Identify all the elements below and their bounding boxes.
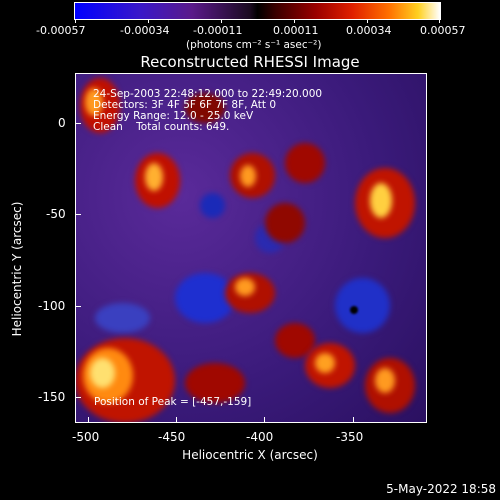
colorbar-units: (photons cm⁻² s⁻¹ asec⁻²)	[186, 39, 322, 51]
image-region	[350, 306, 358, 314]
image-region	[265, 203, 305, 243]
peak-position: Position of Peak = [-457,-159]	[94, 396, 252, 408]
colorbar-gradient	[74, 2, 441, 20]
y-axis-label: Heliocentric Y (arcsec)	[10, 201, 24, 337]
x-tick-label: -450	[158, 430, 186, 444]
observation-time: 24-Sep-2003 22:48:12.000 to 22:49:20.000	[93, 88, 323, 100]
y-tick-label: 0	[58, 116, 66, 130]
colorbar-tick	[148, 19, 149, 23]
image-region	[370, 183, 392, 218]
x-tick-label: -500	[72, 430, 100, 444]
y-tick-label: -150	[38, 390, 66, 404]
rhessi-image	[75, 73, 427, 423]
y-tick-label: -50	[46, 207, 66, 221]
image-region	[85, 88, 103, 116]
colorbar-tick	[75, 19, 76, 23]
image-region	[200, 193, 225, 218]
image-region	[185, 93, 225, 123]
x-tick-label: -350	[336, 430, 364, 444]
x-tick	[264, 417, 265, 423]
image-region	[335, 278, 390, 333]
colorbar-tick-label: -0.00011	[193, 24, 243, 37]
y-tick-label: -100	[38, 299, 66, 313]
energy-range: Energy Range: 12.0 - 25.0 keV	[93, 110, 254, 122]
image-region	[185, 363, 245, 403]
timestamp: 5-May-2022 18:58	[386, 482, 496, 496]
x-tick	[88, 417, 89, 423]
colorbar-tick	[367, 19, 368, 23]
image-region	[95, 303, 150, 333]
y-tick	[75, 123, 81, 124]
plot-title: Reconstructed RHESSI Image	[140, 53, 360, 71]
image-region	[375, 368, 395, 393]
x-tick	[176, 417, 177, 423]
y-tick	[75, 214, 81, 215]
image-region	[145, 163, 163, 191]
image-region	[315, 353, 335, 373]
colorbar-tick-label: 0.00011	[273, 24, 319, 37]
x-axis-label: Heliocentric X (arcsec)	[182, 448, 318, 462]
image-region	[285, 143, 325, 183]
clean-total-counts: Clean Total counts: 649.	[93, 121, 230, 133]
colorbar-tick	[439, 19, 440, 23]
colorbar-tick	[221, 19, 222, 23]
y-tick	[75, 397, 81, 398]
colorbar-tick	[294, 19, 295, 23]
detectors-info: Detectors: 3F 4F 5F 6F 7F 8F, Att 0	[93, 99, 277, 111]
x-tick	[353, 417, 354, 423]
colorbar-tick-label: 0.00057	[420, 24, 466, 37]
image-region	[90, 358, 115, 388]
y-tick	[75, 306, 81, 307]
colorbar-tick-label: -0.00034	[120, 24, 170, 37]
colorbar-tick-label: 0.00034	[346, 24, 392, 37]
image-region	[235, 278, 255, 296]
x-tick-label: -400	[246, 430, 274, 444]
colorbar-tick-label: -0.00057	[36, 24, 86, 37]
image-region	[240, 165, 256, 187]
